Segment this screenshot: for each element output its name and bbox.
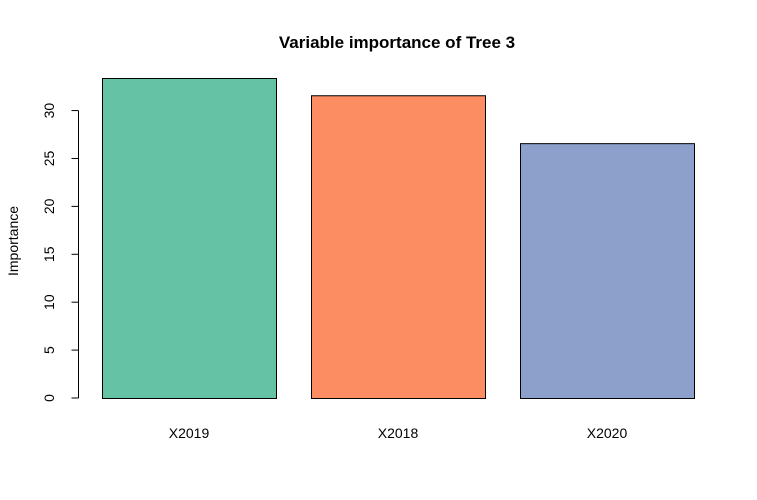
chart-title: Variable importance of Tree 3 <box>279 33 515 52</box>
y-tick-label: 25 <box>41 150 57 166</box>
y-tick-label: 15 <box>41 246 57 262</box>
bar-x2018 <box>311 95 486 399</box>
x-axis-labels: X2019 X2018 X2020 <box>169 425 628 441</box>
x-tick-label: X2019 <box>169 425 210 441</box>
y-axis: 0 5 10 15 20 25 30 <box>41 103 79 402</box>
x-tick-label: X2020 <box>587 425 628 441</box>
x-tick-label: X2018 <box>378 425 419 441</box>
y-tick-label: 0 <box>41 394 57 402</box>
bars-group <box>102 78 695 399</box>
y-tick-label: 5 <box>41 346 57 354</box>
bar-x2020 <box>520 143 695 399</box>
y-axis-label: Importance <box>5 206 21 276</box>
bar-x2019 <box>102 78 277 399</box>
y-tick-label: 10 <box>41 294 57 310</box>
y-tick-label: 20 <box>41 198 57 214</box>
y-tick-label: 30 <box>41 103 57 119</box>
